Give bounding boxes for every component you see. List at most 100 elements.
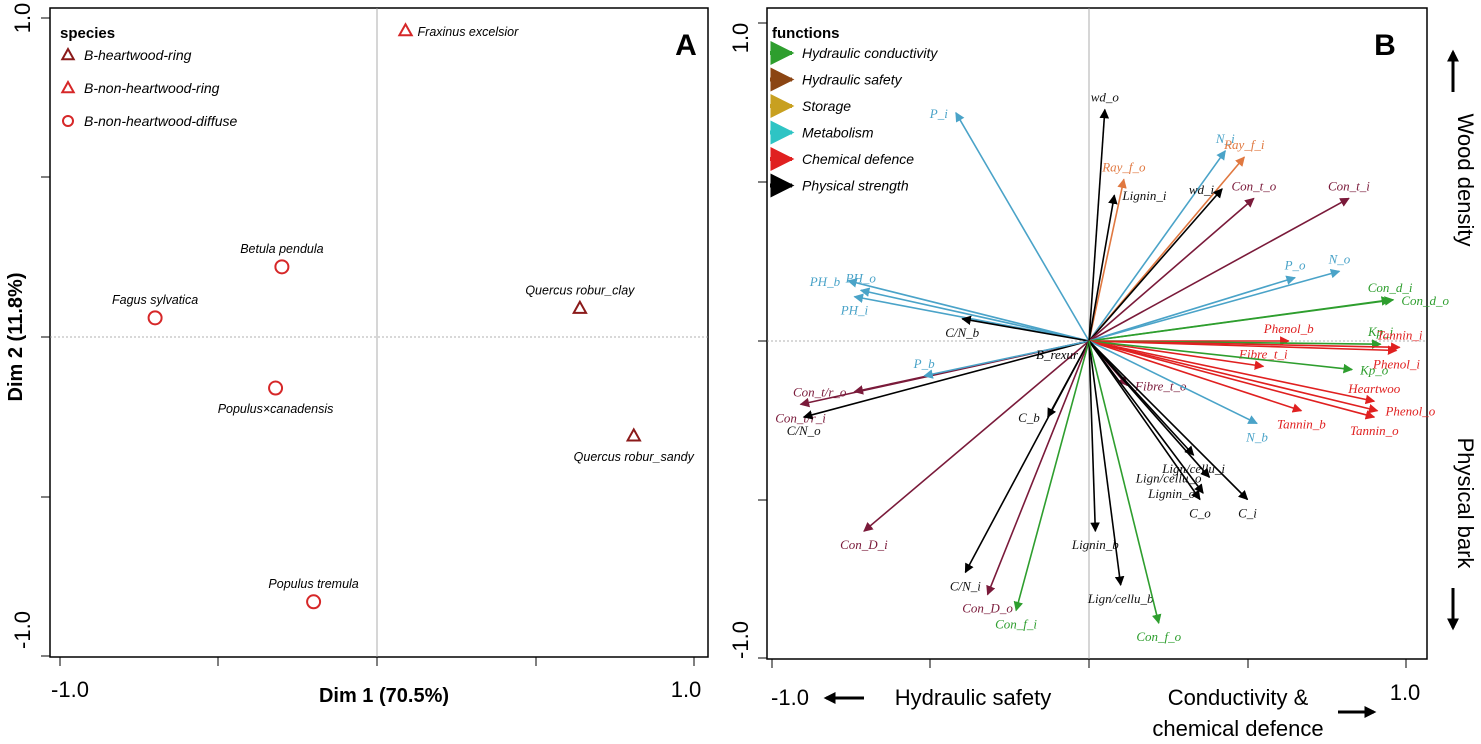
- legend-entry: B-heartwood-ring: [60, 46, 192, 63]
- trait-vector-label: Lign/cellu_o: [1135, 470, 1202, 485]
- panel-b-ytick-label: -1.0: [728, 621, 753, 659]
- trait-vector-label: Lignin_b: [1071, 537, 1119, 552]
- panel-a-frame: [49, 7, 709, 658]
- legend-entry: Hydraulic conductivity: [770, 41, 938, 65]
- species-point: Fagus sylvatica: [112, 293, 198, 326]
- trait-vector: Con_t_i: [1088, 178, 1370, 342]
- species-point-label: Fagus sylvatica: [112, 293, 198, 307]
- trait-vector-arrow: [1088, 340, 1125, 587]
- trait-vector-arrow: [923, 340, 1090, 379]
- trait-vector-arrow: [1088, 108, 1110, 342]
- trait-vector: wd_i: [1088, 182, 1223, 342]
- trait-vector: Lignin_o: [1088, 340, 1204, 501]
- trait-vector: Tannin_b: [1088, 340, 1326, 432]
- trait-vector-label: P_o: [1284, 258, 1306, 273]
- panel-a-ylabel: Dim 2 (11.8%): [5, 273, 27, 402]
- legend-entry-label: Hydraulic safety: [802, 72, 903, 88]
- trait-vector: Fibre_t_i: [1088, 340, 1288, 370]
- trait-vector-arrow: [1088, 340, 1354, 374]
- panel-b-xtick-label: 1.0: [1390, 680, 1421, 705]
- panel-a-label: A: [675, 29, 697, 62]
- wood-density-annotation: Wood density: [1447, 49, 1478, 246]
- trait-vector-label: P_i: [929, 106, 948, 121]
- trait-vector-label: Heartwoo: [1347, 381, 1401, 396]
- trait-vector-arrow: [986, 340, 1090, 596]
- panel-a-xlabel: Dim 1 (70.5%): [319, 685, 449, 707]
- panel-a: -1.0 1.0 1.0 -1.0 Dim 1 (70.5%) Dim 2 (1…: [5, 3, 709, 707]
- trait-vector-arrow: [1088, 340, 1303, 413]
- trait-vector: Con_d_o: [1088, 293, 1449, 342]
- trait-vector: Lign/cellu_o: [1088, 340, 1211, 485]
- trait-vector: N_i: [1088, 131, 1235, 342]
- species-point: Populus tremula: [268, 577, 359, 610]
- trait-vector: N_b: [1088, 340, 1268, 444]
- trait-vector-label: PH_b: [809, 274, 841, 289]
- trait-vector-arrow: [961, 315, 1090, 342]
- trait-vector-label: Phenol_i: [1372, 357, 1420, 372]
- trait-vector-arrow: [1088, 188, 1223, 342]
- trait-vector: PH_b: [809, 274, 1090, 342]
- panel-b-frame: [766, 7, 1428, 660]
- species-point-label: Quercus robur_clay: [525, 283, 635, 297]
- trait-vector: Kp_o: [1088, 340, 1389, 378]
- triangle-marker-icon: [397, 22, 414, 37]
- species-point: Fraxinus excelsior: [397, 22, 520, 39]
- species-point-label: Populus tremula: [268, 577, 358, 591]
- trait-vector: Lignin_i: [1088, 188, 1167, 342]
- circle-marker-icon: [274, 259, 290, 275]
- panel-b-ytick-label: 1.0: [728, 23, 753, 54]
- legend-entry-label: Hydraulic conductivity: [802, 45, 938, 61]
- trait-vector-arrow: [1088, 340, 1211, 479]
- trait-vector: Tannin_o: [1088, 340, 1399, 438]
- trait-vector: Con_t_o: [1088, 178, 1277, 342]
- trait-vector: PH_o: [845, 270, 1090, 342]
- species-point-label: Fraxinus excelsior: [418, 25, 520, 39]
- trait-vector-label: Con_t/r_o: [793, 385, 847, 400]
- triangle-marker-icon: [60, 79, 76, 94]
- trait-vector: C/N_b: [945, 315, 1090, 342]
- trait-vector-arrow: [1088, 340, 1376, 405]
- trait-vector-arrow: [1088, 340, 1376, 420]
- trait-vector-arrow: [1088, 340, 1379, 414]
- hydraulic-safety-annotation: Hydraulic safety: [823, 685, 1051, 710]
- legend-entry: B-non-heartwood-ring: [60, 79, 220, 96]
- legend-entry: Storage: [770, 94, 851, 118]
- trait-vector-arrow: [1088, 296, 1395, 342]
- panel-b-xtick-label: -1.0: [771, 685, 809, 710]
- trait-vector-label: Kp_i: [1367, 324, 1394, 339]
- trait-vector: Con_D_o: [962, 340, 1090, 616]
- legend-entry-label: Metabolism: [802, 125, 874, 141]
- trait-vector-label: N_o: [1328, 251, 1351, 266]
- trait-vector: N_o: [1088, 251, 1351, 342]
- trait-vector-arrow: [802, 340, 1090, 420]
- panel-a-points: Fraxinus excelsior Betula pendula Fagus sy…: [112, 22, 695, 610]
- trait-vector-label: C_i: [1238, 506, 1257, 521]
- triangle-marker-icon: [60, 46, 76, 61]
- trait-vector-label: N_b: [1245, 429, 1268, 444]
- legend-entry-label: B-non-heartwood-ring: [84, 80, 220, 96]
- trait-vector-label: Con_t_o: [1231, 178, 1276, 193]
- trait-vector-arrow: [1088, 275, 1296, 342]
- panel-a-legend-title: species: [60, 25, 115, 42]
- panel-b-legend: functions Hydraulic conductivity Hydrauli…: [770, 25, 938, 198]
- circle-marker-icon: [268, 380, 284, 396]
- legend-entry-label: Storage: [802, 98, 851, 114]
- trait-vector: C/N_i: [950, 340, 1090, 593]
- trait-vector: C/N_o: [787, 340, 1090, 438]
- trait-vector-label: Kp_o: [1359, 363, 1389, 378]
- trait-vector-label: C/N_i: [950, 578, 981, 593]
- trait-vector-arrow: [1088, 178, 1127, 342]
- panel-b-center-label: B_rexur: [1036, 347, 1079, 362]
- species-point: Quercus robur_clay: [525, 283, 635, 314]
- species-point: Populus×canadensis: [218, 380, 333, 416]
- trait-vector-label: Ray_f_o: [1101, 159, 1146, 174]
- trait-vector-label: PH_i: [840, 303, 869, 318]
- trait-vector: Phenol_o: [1088, 340, 1436, 419]
- trait-vector-arrow: [1088, 197, 1350, 342]
- species-point: Quercus robur_sandy: [574, 427, 695, 464]
- trait-vector-label: Lignin_i: [1121, 188, 1166, 203]
- panel-a-ytick-label: -1.0: [10, 611, 35, 649]
- trait-vector-label: Con_d_o: [1401, 293, 1449, 308]
- trait-vector: Lign/cellu_b: [1087, 340, 1154, 606]
